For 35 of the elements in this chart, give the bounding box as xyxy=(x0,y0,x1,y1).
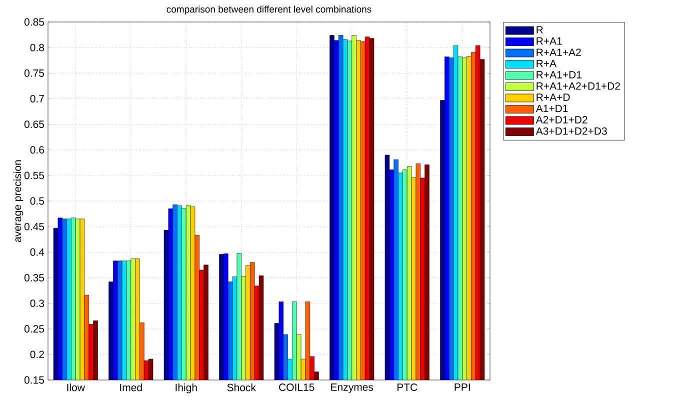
y-tick-label: 0.45 xyxy=(24,222,44,230)
y-tick-label: 0.2 xyxy=(30,350,44,358)
legend-label: A2+D1+D2 xyxy=(536,116,588,124)
y-tick-label: 0.3 xyxy=(30,300,44,308)
legend-label: R+A xyxy=(536,60,557,68)
y-tick-label: 0.35 xyxy=(24,274,44,282)
legend-label: A3+D1+D2+D3 xyxy=(536,127,607,135)
y-tick-label: 0.4 xyxy=(30,248,44,256)
legend-label: R+A+D xyxy=(536,94,570,101)
x-tick-label: PPI xyxy=(454,384,470,391)
legend-label: R xyxy=(536,26,543,34)
x-tick-label: Imed xyxy=(120,384,142,392)
chart-title: comparison between different level combinations xyxy=(166,6,372,15)
y-tick-label: 0.7 xyxy=(30,95,44,102)
y-tick-label: 0.55 xyxy=(24,172,44,180)
legend-label: R+A1 xyxy=(536,37,562,45)
y-tick-label: 0.65 xyxy=(24,120,44,128)
x-tick-label: COIL15 xyxy=(279,384,314,391)
y-tick-label: 0.15 xyxy=(24,376,44,384)
y-tick-label: 0.6 xyxy=(30,146,44,154)
legend-label: R+A1+D1 xyxy=(536,71,582,78)
y-tick-label: 0.85 xyxy=(24,18,44,26)
legend-label: R+A1+A2+D1+D2 xyxy=(536,82,620,90)
x-tick-label: Shock xyxy=(227,384,256,392)
y-axis-title: average precision xyxy=(13,160,24,242)
y-tick-label: 0.75 xyxy=(24,69,44,77)
x-tick-label: Enzymes xyxy=(331,384,374,393)
x-tick-label: Ihigh xyxy=(176,384,197,394)
y-tick-label: 0.8 xyxy=(30,44,44,52)
y-tick-label: 0.5 xyxy=(30,197,44,205)
x-tick-label: PTC xyxy=(397,384,418,391)
y-tick-label: 0.25 xyxy=(24,325,44,333)
x-tick-label: Ilow xyxy=(67,384,85,392)
legend-label: A1+D1 xyxy=(536,104,568,112)
legend-label: R+A1+A2 xyxy=(536,48,581,56)
